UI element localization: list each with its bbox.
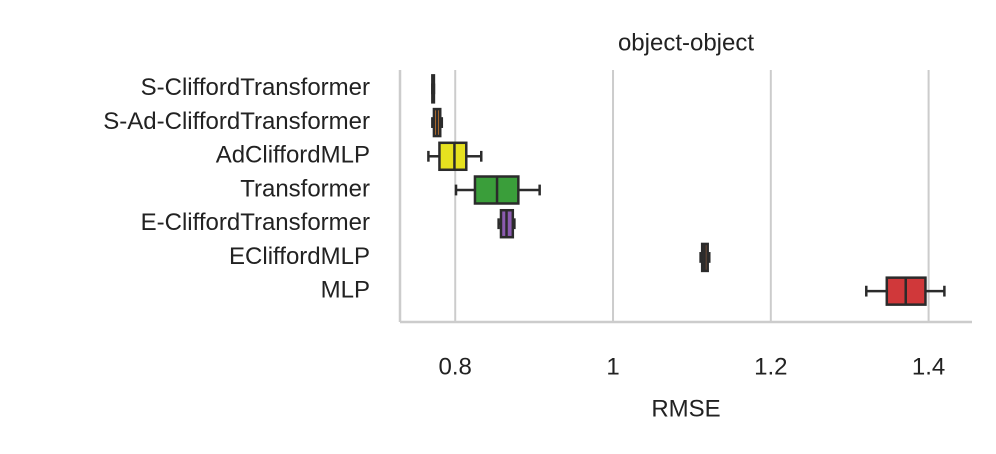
x-tick-label: 1	[606, 353, 619, 380]
y-tick-label: S-Ad-CliffordTransformer	[103, 108, 370, 135]
box	[438, 141, 468, 172]
x-tick-label: 1.2	[754, 353, 787, 380]
x-tick-label: 0.8	[439, 353, 472, 380]
y-tick-label: S-CliffordTransformer	[141, 74, 370, 101]
y-tick-label: MLP	[321, 276, 370, 303]
y-tick-label: AdCliffordMLP	[216, 142, 370, 169]
x-tick-label: 1.4	[912, 353, 945, 380]
x-axis-label: RMSE	[651, 395, 720, 422]
y-tick-label: ECliffordMLP	[229, 243, 370, 270]
chart-title: object-object	[618, 29, 754, 56]
y-tick-label: Transformer	[240, 175, 370, 202]
y-tick-label: E-CliffordTransformer	[141, 209, 370, 236]
